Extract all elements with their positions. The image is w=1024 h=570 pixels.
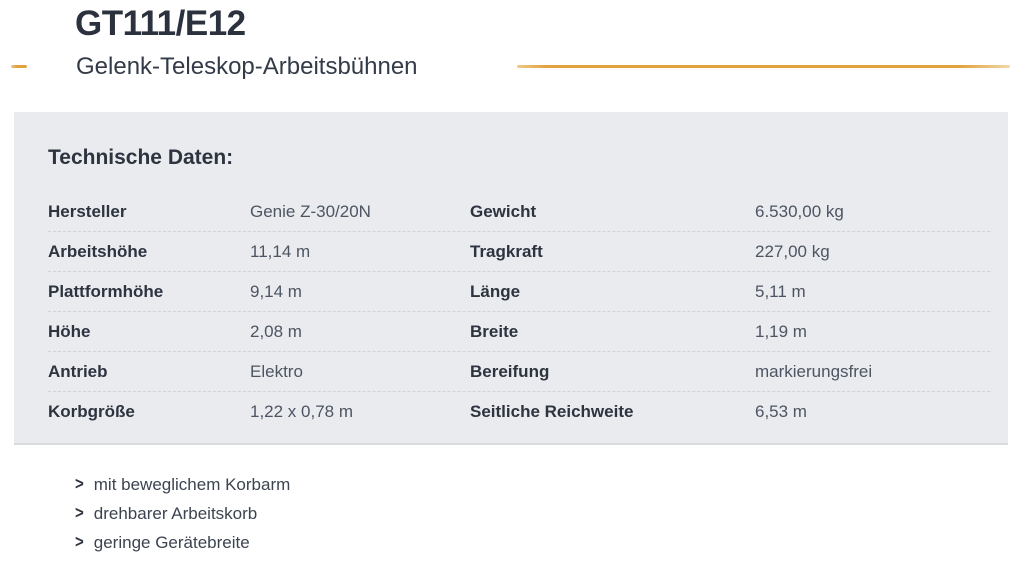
spec-label: Antrieb	[48, 361, 108, 381]
chevron-right-icon: >	[75, 474, 84, 495]
accent-dash-icon	[11, 65, 27, 68]
page-title: GT111/E12	[75, 4, 246, 43]
spec-row: Höhe 2,08 m Breite 1,19 m	[48, 312, 990, 352]
chevron-right-icon: >	[75, 503, 84, 524]
subtitle-row: Gelenk-Teleskop-Arbeitsbühnen	[0, 53, 1024, 83]
list-item: > mit beweglichem Korbarm	[75, 470, 290, 499]
spec-value: 6,53 m	[755, 402, 807, 421]
spec-label: Plattformhöhe	[48, 281, 164, 301]
spec-label: Breite	[470, 321, 519, 341]
spec-value: 1,22 x 0,78 m	[250, 402, 354, 421]
chevron-right-icon: >	[75, 532, 84, 553]
section-heading: Technische Daten:	[48, 146, 234, 169]
spec-label: Korbgröße	[48, 402, 135, 421]
spec-value: 11,14 m	[250, 241, 311, 261]
spec-label: Gewicht	[470, 201, 537, 221]
spec-value: 2,08 m	[250, 321, 302, 341]
accent-rule	[517, 65, 1010, 68]
feature-text: drehbarer Arbeitskorb	[93, 503, 258, 523]
spec-label: Höhe	[48, 321, 91, 341]
feature-text: mit beweglichem Korbarm	[93, 474, 291, 494]
feature-list: > mit beweglichem Korbarm > drehbarer Ar…	[75, 470, 290, 557]
spec-label: Seitliche Reichweite	[470, 402, 634, 421]
spec-table: Hersteller Genie Z-30/20N Gewicht 6.530,…	[48, 192, 990, 432]
spec-row: Hersteller Genie Z-30/20N Gewicht 6.530,…	[48, 192, 990, 232]
spec-row: Korbgröße 1,22 x 0,78 m Seitliche Reichw…	[48, 392, 990, 432]
spec-value: Genie Z-30/20N	[250, 201, 371, 221]
spec-row: Arbeitshöhe 11,14 m Tragkraft 227,00 kg	[48, 232, 990, 272]
page-subtitle: Gelenk-Teleskop-Arbeitsbühnen	[76, 53, 418, 80]
spec-label: Bereifung	[470, 361, 550, 381]
spec-row: Plattformhöhe 9,14 m Länge 5,11 m	[48, 272, 990, 312]
spec-value: markierungsfrei	[755, 361, 873, 381]
spec-row: Antrieb Elektro Bereifung markierungsfre…	[48, 352, 990, 392]
spec-value: 9,14 m	[250, 281, 302, 301]
spec-value: 227,00 kg	[755, 241, 830, 261]
spec-value: Elektro	[250, 361, 303, 381]
spec-value: 6.530,00 kg	[755, 201, 844, 221]
technical-data-panel: Technische Daten: Hersteller Genie Z-30/…	[14, 112, 1008, 445]
feature-text: geringe Gerätebreite	[93, 532, 250, 552]
spec-value: 1,19 m	[755, 321, 807, 341]
spec-label: Länge	[470, 281, 521, 301]
spec-value: 5,11 m	[755, 281, 806, 301]
spec-label: Tragkraft	[470, 241, 543, 261]
spec-label: Arbeitshöhe	[48, 241, 148, 261]
list-item: > drehbarer Arbeitskorb	[75, 499, 290, 528]
list-item: > geringe Gerätebreite	[75, 528, 290, 557]
spec-label: Hersteller	[48, 201, 127, 221]
